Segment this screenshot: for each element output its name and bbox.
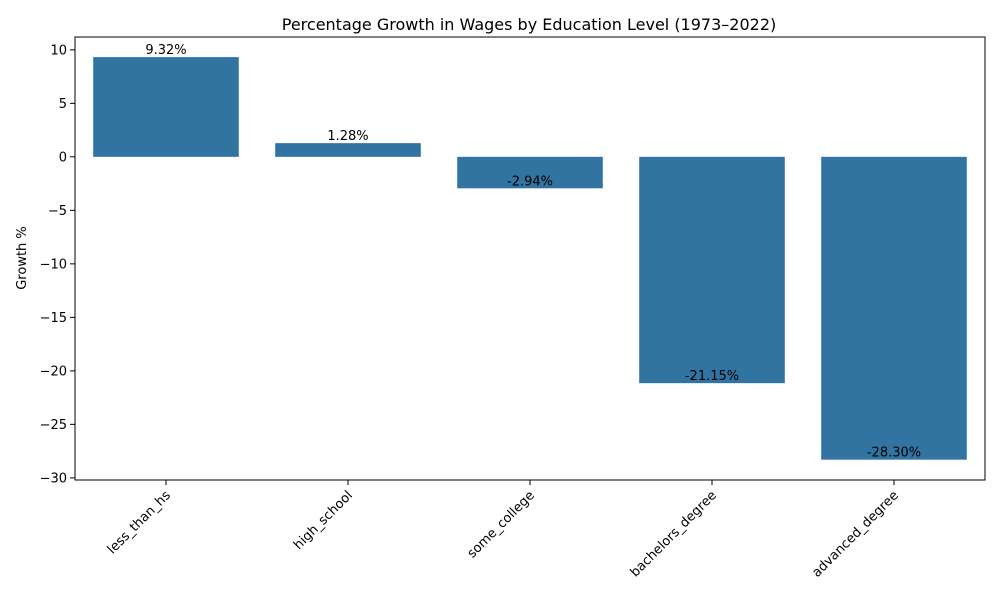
- y-tick-label: −20: [40, 364, 67, 379]
- y-tick-label: 0: [59, 150, 67, 165]
- bar-bachelors-degree: [639, 156, 785, 384]
- bar-advanced-degree: [821, 156, 967, 460]
- y-tick-label: −10: [40, 257, 67, 272]
- bar-high-school: [275, 143, 421, 157]
- y-tick-label: −30: [40, 471, 67, 486]
- y-tick-label: −25: [40, 418, 67, 433]
- bar-value-label: -28.30%: [867, 446, 921, 461]
- chart-title: Percentage Growth in Wages by Education …: [282, 15, 776, 34]
- bar-value-label: -2.94%: [507, 174, 553, 189]
- bar-less-than-hs: [93, 57, 239, 157]
- y-tick-label: 5: [59, 97, 67, 112]
- y-tick-label: 10: [50, 43, 67, 58]
- y-tick-label: −15: [40, 311, 67, 326]
- bar-value-label: 1.28%: [327, 129, 368, 144]
- bar-some-college: [457, 156, 603, 189]
- bar-value-label: -21.15%: [685, 369, 739, 384]
- bar-value-label: 9.32%: [145, 43, 186, 58]
- y-axis-label: Growth %: [15, 226, 30, 290]
- y-tick-label: −5: [48, 204, 67, 219]
- plot-area: 9.32% 1.28% -2.94% -21.15% -28.30% 10 5 0 −5 −10 −…: [40, 36, 986, 581]
